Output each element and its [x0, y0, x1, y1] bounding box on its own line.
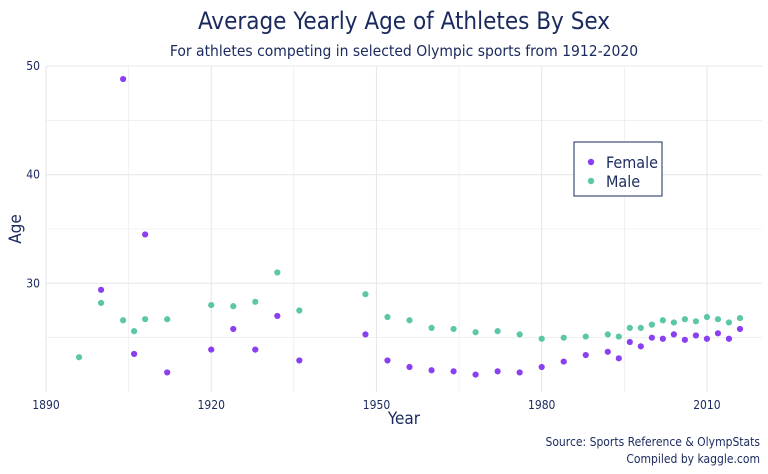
legend-marker-female: [587, 158, 595, 166]
y-tick-label: 40: [26, 168, 40, 182]
data-point-male: [120, 317, 127, 324]
data-point-female: [681, 336, 688, 343]
data-point-male: [131, 328, 138, 335]
data-point-male: [703, 313, 711, 321]
x-tick-label: 1980: [528, 398, 556, 412]
data-point-male: [142, 316, 149, 323]
data-point-male: [384, 313, 391, 321]
data-point-male: [670, 319, 677, 326]
data-point-female: [637, 343, 644, 350]
data-point-female: [604, 348, 611, 355]
data-point-female: [208, 346, 215, 353]
data-point-female: [659, 335, 666, 342]
data-point-male: [450, 325, 457, 333]
data-point-female: [582, 351, 589, 359]
data-point-female: [703, 335, 711, 342]
data-point-male: [406, 317, 413, 324]
data-point-male: [692, 318, 700, 325]
x-tick-label: 2010: [693, 398, 721, 412]
data-point-female: [560, 358, 567, 365]
data-point-female: [472, 371, 479, 378]
data-point-female: [384, 357, 391, 364]
data-point-male: [208, 301, 215, 309]
data-points: [75, 75, 744, 378]
data-point-male: [516, 331, 523, 338]
data-point-female: [296, 357, 303, 364]
y-tick-label: 30: [26, 276, 40, 290]
data-point-female: [626, 338, 633, 346]
x-tick-label: 1920: [197, 398, 225, 412]
grid: [45, 65, 762, 392]
data-point-male: [659, 317, 666, 324]
data-point-female: [164, 369, 171, 376]
data-point-female: [714, 330, 722, 337]
data-point-male: [637, 324, 644, 331]
data-point-male: [560, 334, 567, 341]
data-point-female: [736, 325, 744, 333]
data-point-male: [362, 291, 369, 298]
data-point-male: [538, 335, 545, 342]
data-point-female: [494, 368, 501, 375]
legend-label-female: Female: [606, 153, 658, 172]
x-axis-label: Year: [387, 409, 421, 429]
source-note: Source: Sports Reference & OlympStats: [545, 435, 760, 449]
data-point-male: [252, 298, 259, 305]
data-point-female: [131, 350, 138, 358]
x-tick-label: 1950: [363, 398, 391, 412]
data-point-male: [736, 315, 744, 322]
data-point-female: [362, 331, 369, 338]
data-point-male: [681, 316, 688, 323]
legend: Female Male: [573, 141, 663, 197]
legend-box: [573, 141, 663, 197]
data-point-female: [516, 369, 523, 376]
legend-label-male: Male: [606, 172, 640, 191]
data-point-female: [450, 368, 457, 375]
data-point-male: [494, 328, 501, 335]
data-point-male: [626, 324, 633, 331]
data-point-female: [274, 312, 281, 320]
data-point-male: [615, 333, 622, 340]
chart-subtitle: For athletes competing in selected Olymp…: [170, 42, 638, 60]
y-tick-label: 50: [26, 59, 40, 73]
data-point-female: [692, 332, 700, 339]
data-point-female: [252, 346, 259, 353]
data-point-female: [648, 334, 655, 341]
data-point-male: [164, 316, 171, 323]
data-point-female: [97, 286, 105, 293]
x-tick-label: 1890: [32, 398, 60, 412]
data-point-female: [120, 75, 127, 83]
series-male: [75, 269, 744, 361]
data-point-female: [142, 231, 149, 238]
data-point-male: [472, 329, 479, 336]
data-point-female: [230, 325, 237, 333]
data-point-female: [670, 331, 677, 338]
data-point-male: [274, 269, 281, 276]
series-female: [97, 75, 744, 378]
data-point-female: [538, 363, 545, 371]
chart-title: Average Yearly Age of Athletes By Sex: [198, 7, 610, 35]
legend-marker-male: [587, 177, 595, 185]
data-point-female: [428, 367, 435, 374]
data-point-female: [725, 335, 733, 342]
data-point-male: [230, 303, 237, 310]
compiled-note: Compiled by kaggle.com: [626, 452, 760, 466]
data-point-male: [75, 354, 83, 361]
data-point-male: [97, 299, 105, 306]
y-axis-label: Age: [6, 214, 26, 244]
data-point-female: [615, 355, 622, 362]
data-point-male: [604, 331, 611, 338]
data-point-male: [296, 307, 303, 314]
data-point-male: [428, 324, 435, 331]
data-point-male: [648, 321, 655, 328]
data-point-male: [714, 316, 722, 323]
axis-ticks: 1890 1920 1950 1980 2010 30 40 50: [26, 59, 721, 412]
data-point-male: [582, 333, 589, 340]
data-point-male: [725, 319, 733, 326]
data-point-female: [406, 363, 413, 371]
